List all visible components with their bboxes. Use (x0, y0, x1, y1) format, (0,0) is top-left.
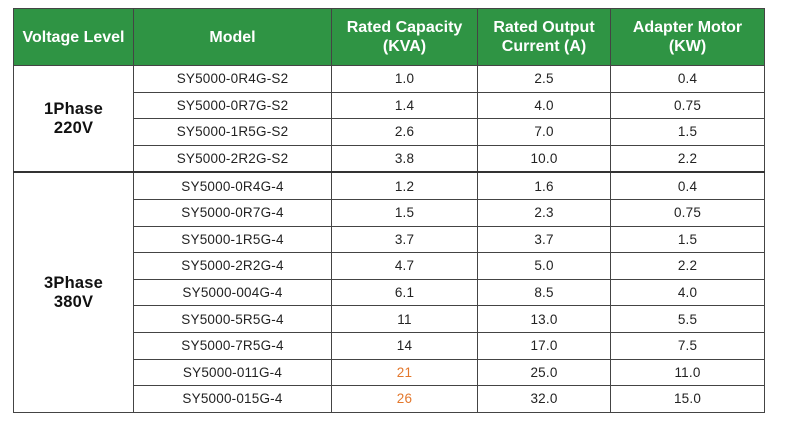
table-row: SY5000-1R5G-4 3.7 3.7 1.5 (14, 225, 765, 254)
rated-capacity-cell: 2.6 (331, 118, 478, 146)
model-cell: SY5000-7R5G-4 (133, 331, 332, 360)
adapter-motor-cell: 5.5 (610, 305, 765, 333)
voltage-level-cell: 1Phase 220V (13, 65, 134, 173)
rated-current-cell: 1.6 (477, 171, 611, 200)
model-cell: SY5000-2R2G-4 (133, 252, 332, 280)
model-cell: SY5000-1R5G-S2 (133, 118, 332, 146)
adapter-motor-cell: 4.0 (610, 278, 765, 307)
voltage-level-cell: 3Phase 380V (13, 171, 134, 413)
model-cell: SY5000-004G-4 (133, 278, 332, 307)
voltage-label: 220V (53, 118, 94, 137)
rated-current-cell: 2.5 (477, 65, 611, 93)
table-body: 1Phase 220V SY5000-0R4G-S2 1.0 2.5 0.4 SY5000-… (13, 65, 765, 413)
rated-current-cell: 8.5 (477, 278, 611, 307)
model-cell: SY5000-0R7G-4 (133, 198, 332, 227)
rated-capacity-cell: 26 (331, 385, 478, 413)
model-cell: SY5000-0R4G-S2 (133, 65, 332, 93)
adapter-motor-cell: 2.2 (610, 144, 765, 173)
rated-current-cell: 5.0 (477, 252, 611, 280)
rated-capacity-cell: 1.4 (331, 91, 478, 120)
model-cell: SY5000-0R7G-S2 (133, 91, 332, 120)
spec-table: Voltage Level Model Rated Capacity (KVA) … (13, 8, 765, 413)
table-row: 1Phase 220V SY5000-0R4G-S2 1.0 2.5 0.4 (13, 65, 765, 173)
rated-current-cell: 3.7 (477, 225, 611, 254)
adapter-motor-cell: 11.0 (610, 358, 765, 387)
model-cell: SY5000-011G-4 (133, 358, 332, 387)
rated-current-cell: 25.0 (477, 358, 611, 387)
rated-current-cell: 17.0 (477, 331, 611, 360)
model-cell: SY5000-1R5G-4 (133, 225, 332, 254)
table-row: SY5000-2R2G-S2 3.8 10.0 2.2 (14, 144, 765, 173)
adapter-motor-cell: 7.5 (610, 331, 765, 360)
rated-current-cell: 13.0 (477, 305, 611, 333)
rated-current-cell: 7.0 (477, 118, 611, 146)
rated-capacity-cell: 1.0 (331, 65, 478, 93)
rated-capacity-cell: 3.7 (331, 225, 478, 254)
table-row: SY5000-015G-4 26 32.0 15.0 (14, 385, 765, 413)
phase-label: 1Phase (44, 99, 103, 118)
rated-capacity-cell: 1.2 (331, 171, 478, 200)
model-cell: SY5000-5R5G-4 (133, 305, 332, 333)
header-row: Voltage Level Model Rated Capacity (KVA) … (13, 8, 765, 66)
adapter-motor-cell: 2.2 (610, 252, 765, 280)
header-model: Model (133, 8, 332, 66)
model-cell: SY5000-2R2G-S2 (133, 144, 332, 173)
rated-capacity-cell: 1.5 (331, 198, 478, 227)
adapter-motor-cell: 1.5 (610, 225, 765, 254)
table-row: SY5000-5R5G-4 11 13.0 5.5 (14, 305, 765, 333)
adapter-motor-cell: 0.4 (610, 65, 765, 93)
adapter-motor-cell: 0.75 (610, 198, 765, 227)
voltage-label: 380V (53, 292, 94, 311)
rated-capacity-cell: 6.1 (331, 278, 478, 307)
rated-current-cell: 32.0 (477, 385, 611, 413)
table-row: SY5000-2R2G-4 4.7 5.0 2.2 (14, 252, 765, 280)
rated-capacity-cell: 11 (331, 305, 478, 333)
header-rated-output-current: Rated Output Current (A) (477, 8, 611, 66)
adapter-motor-cell: 0.75 (610, 91, 765, 120)
rated-capacity-cell: 14 (331, 331, 478, 360)
table-header: Voltage Level Model Rated Capacity (KVA) … (13, 8, 765, 66)
rated-current-cell: 2.3 (477, 198, 611, 227)
phase-label: 3Phase (44, 273, 103, 292)
rated-capacity-cell: 3.8 (331, 144, 478, 173)
table-row: 3Phase 380V SY5000-0R4G-4 1.2 1.6 0.4 (13, 171, 765, 413)
rated-current-cell: 10.0 (477, 144, 611, 173)
table-row: SY5000-0R7G-S2 1.4 4.0 0.75 (14, 91, 765, 120)
rated-capacity-cell: 21 (331, 358, 478, 387)
header-rated-capacity: Rated Capacity (KVA) (331, 8, 478, 66)
rated-capacity-cell: 4.7 (331, 252, 478, 280)
model-cell: SY5000-0R4G-4 (133, 171, 332, 200)
header-voltage-level: Voltage Level (13, 8, 134, 66)
table-row: SY5000-1R5G-S2 2.6 7.0 1.5 (14, 118, 765, 146)
adapter-motor-cell: 1.5 (610, 118, 765, 146)
model-cell: SY5000-015G-4 (133, 385, 332, 413)
adapter-motor-cell: 15.0 (610, 385, 765, 413)
table-row: SY5000-0R7G-4 1.5 2.3 0.75 (14, 198, 765, 227)
adapter-motor-cell: 0.4 (610, 171, 765, 200)
table-row: SY5000-004G-4 6.1 8.5 4.0 (14, 278, 765, 307)
rated-current-cell: 4.0 (477, 91, 611, 120)
header-adapter-motor: Adapter Motor (KW) (610, 8, 765, 66)
